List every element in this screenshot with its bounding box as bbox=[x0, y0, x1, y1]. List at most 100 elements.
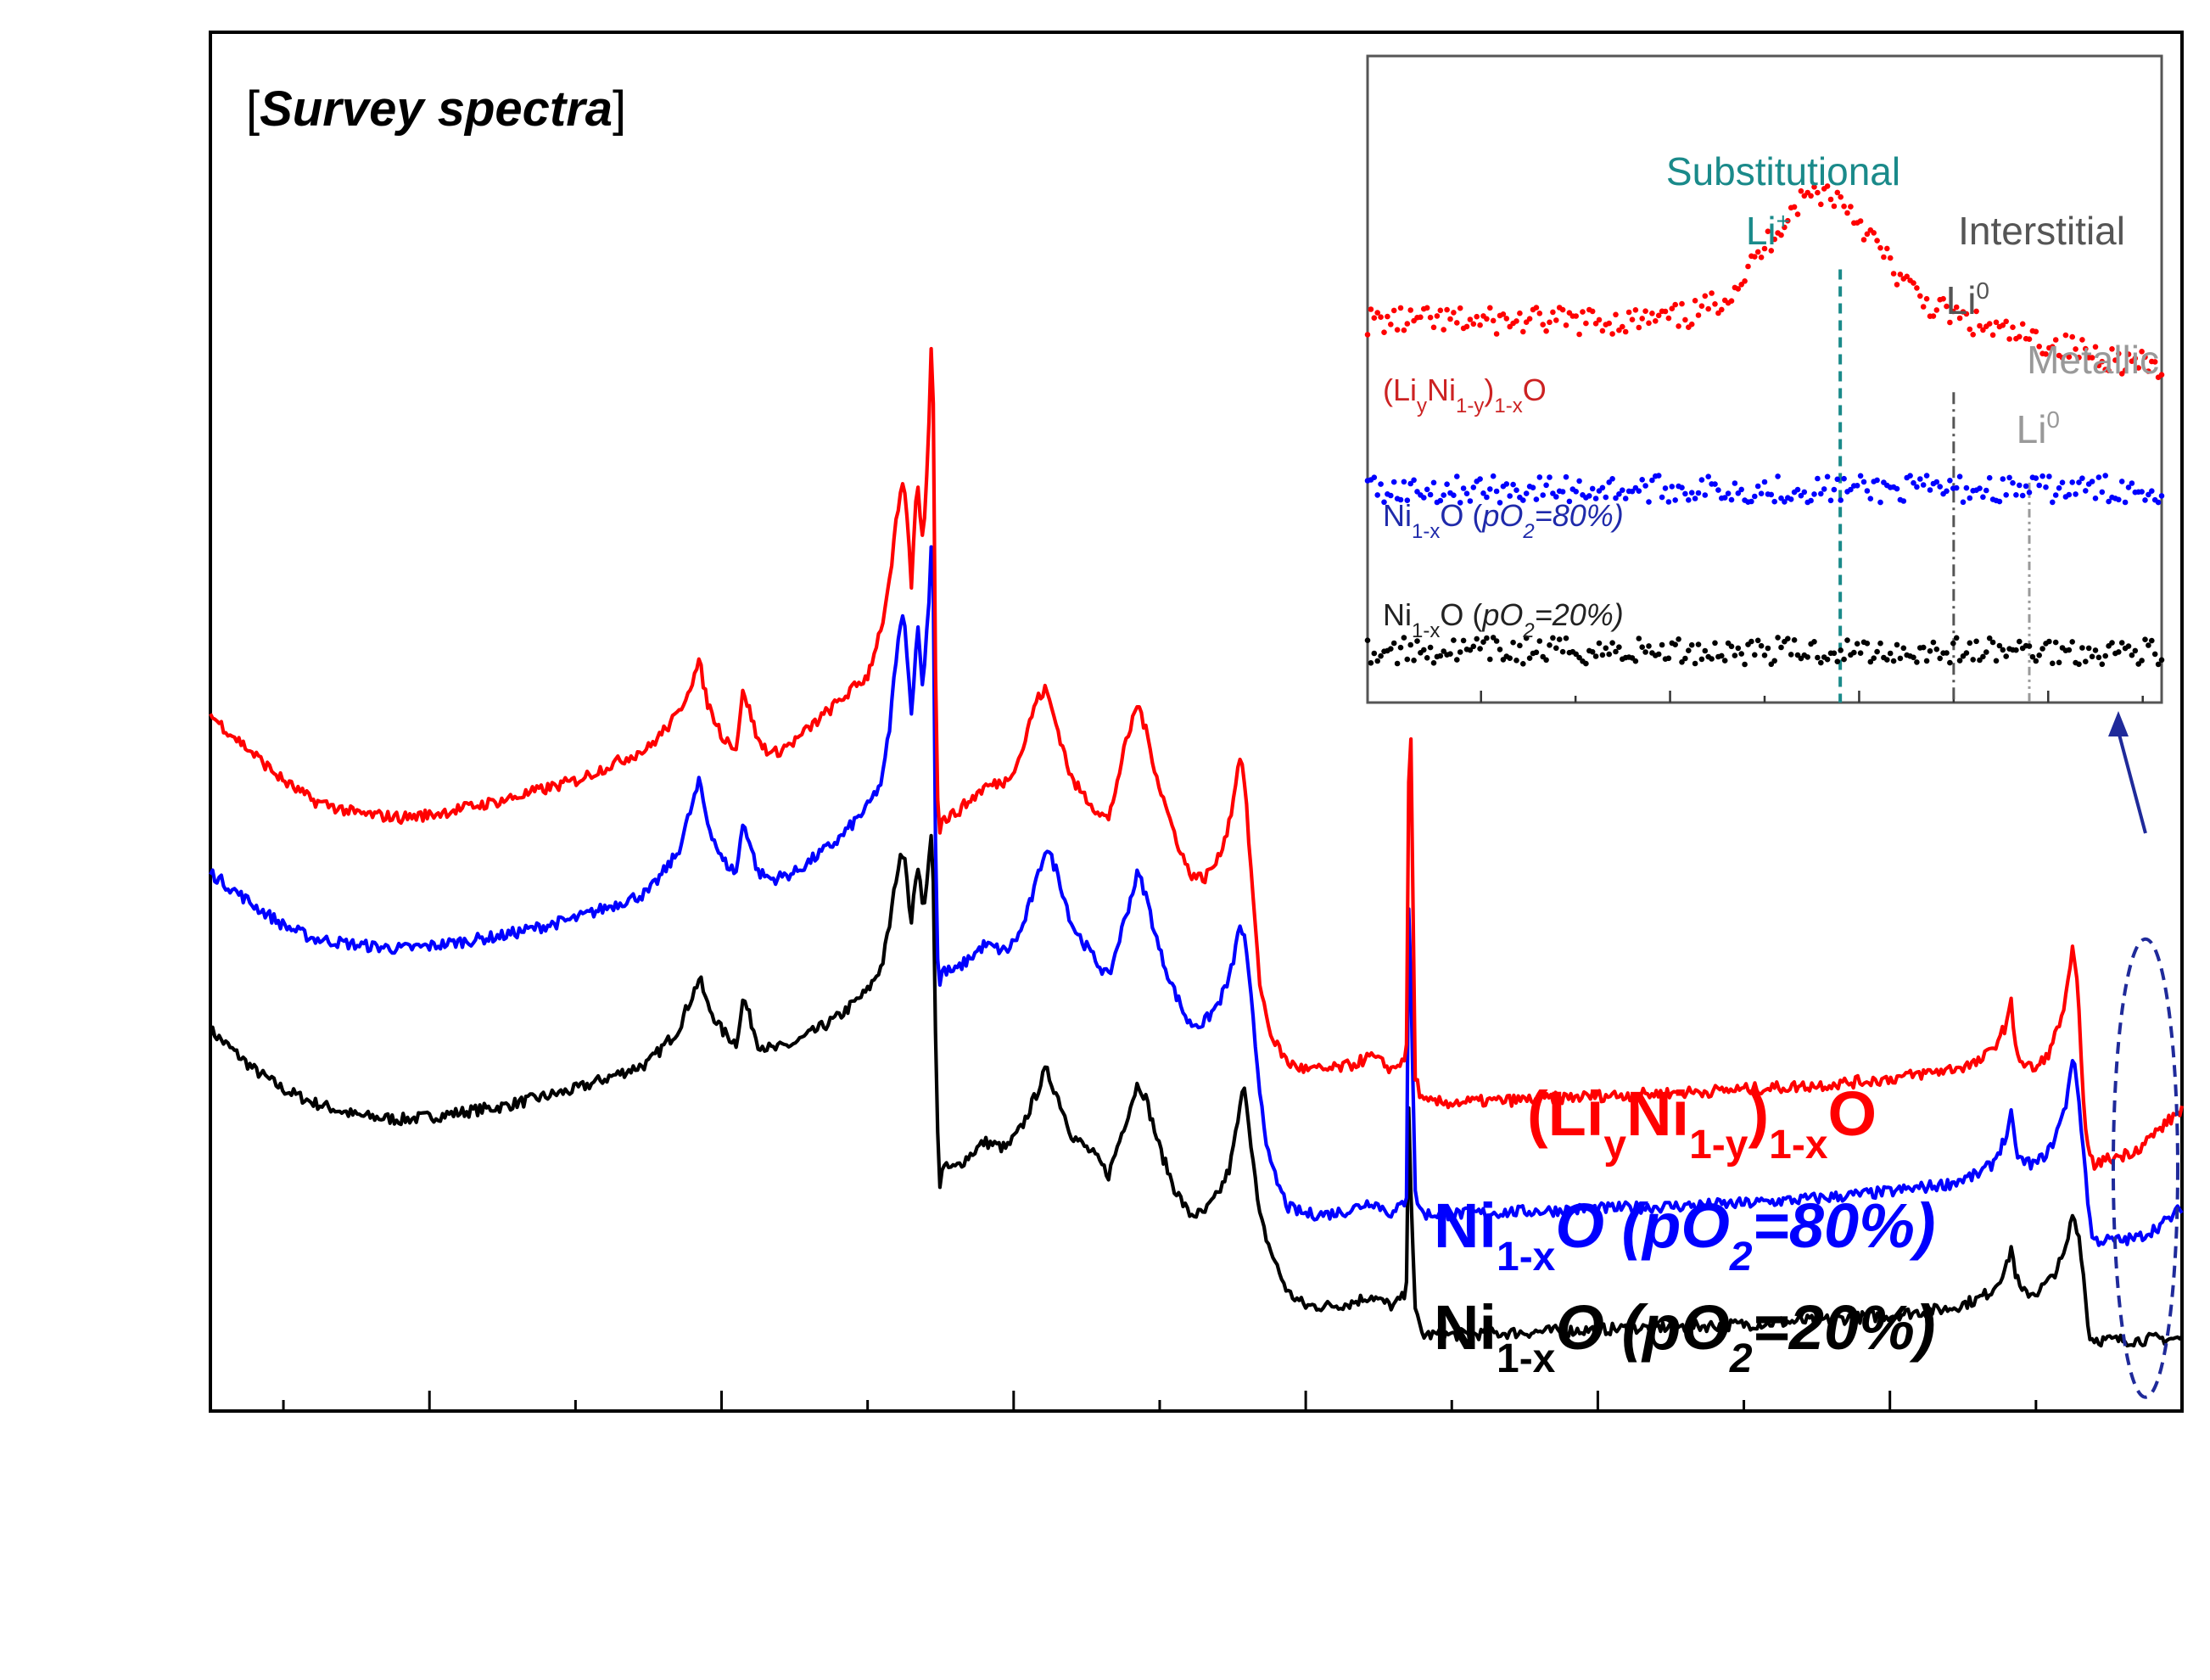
text-part: 1-x bbox=[1412, 619, 1440, 642]
inset-data-point bbox=[2033, 328, 2039, 335]
text-part: y bbox=[1417, 395, 1427, 417]
inset-data-point bbox=[2036, 344, 2042, 350]
text-part: 1-x bbox=[1769, 1123, 1828, 1168]
inset-data-point bbox=[1510, 481, 1516, 488]
inset-data-point bbox=[1437, 652, 1444, 659]
inset-data-point bbox=[1815, 189, 1821, 196]
inset-data-point bbox=[1513, 318, 1519, 324]
inset-data-point bbox=[1583, 320, 1589, 327]
inset-data-point bbox=[1967, 326, 1973, 333]
marker-label-superscript: 0 bbox=[1976, 277, 1989, 304]
inset-data-point bbox=[1368, 306, 1374, 312]
inset-data-point bbox=[1930, 313, 1937, 319]
inset-data-point bbox=[1563, 322, 1569, 328]
inset-data-point bbox=[2139, 489, 2145, 495]
inset-data-point bbox=[1956, 658, 1963, 664]
inset-data-point bbox=[2036, 652, 2042, 658]
inset-data-point bbox=[1881, 254, 1887, 260]
inset-data-point bbox=[1721, 495, 1728, 501]
inset-data-point bbox=[2099, 661, 2106, 668]
inset-data-point bbox=[1599, 484, 1606, 491]
inset-data-point bbox=[1580, 309, 1586, 315]
inset-data-point bbox=[1738, 651, 1744, 657]
inset-data-point bbox=[1364, 637, 1371, 643]
inset-data-point bbox=[1758, 255, 1765, 260]
inset-data-point bbox=[1401, 327, 1407, 333]
inset-data-point bbox=[1768, 491, 1775, 498]
inset-data-point bbox=[1897, 655, 1904, 662]
inset-data-point bbox=[1904, 273, 1910, 280]
inset-data-point bbox=[1457, 305, 1463, 311]
inset-data-point bbox=[1864, 641, 1871, 647]
inset-marker-label: Li0 bbox=[2017, 406, 2060, 451]
inset-data-point bbox=[1424, 305, 1430, 311]
inset-data-point bbox=[1547, 642, 1553, 648]
inset-data-point bbox=[2076, 661, 2082, 668]
inset-data-point bbox=[1944, 650, 1950, 656]
inset-data-point bbox=[1771, 236, 1777, 243]
inset-data-point bbox=[2066, 647, 2073, 653]
inset-data-point bbox=[1378, 314, 1384, 321]
inset-data-point bbox=[2006, 336, 2012, 342]
inset-data-point bbox=[1721, 658, 1728, 664]
inset-marker-label: Substitutional bbox=[1666, 149, 1900, 193]
inset-data-point bbox=[1824, 183, 1831, 189]
inset-data-point bbox=[1923, 473, 1930, 479]
inset-data-point bbox=[1688, 641, 1695, 648]
inset-data-point bbox=[1838, 497, 1844, 503]
inset-data-point bbox=[2079, 475, 2085, 481]
inset-data-point bbox=[1556, 636, 1563, 642]
inset-data-point bbox=[1463, 490, 1470, 496]
inset-data-point bbox=[1603, 494, 1609, 501]
inset-data-point bbox=[1427, 491, 1434, 498]
inset-data-point bbox=[1533, 496, 1540, 502]
panel-label-part: [ bbox=[246, 81, 260, 137]
inset-data-point bbox=[1613, 311, 1619, 318]
inset-data-point bbox=[1996, 642, 2003, 649]
inset-data-point bbox=[2125, 484, 2132, 490]
inset-data-point bbox=[1547, 319, 1553, 326]
inset-data-point bbox=[2083, 488, 2089, 494]
inset-data-point bbox=[1953, 484, 1960, 491]
inset-marker-label: Li+ bbox=[1746, 208, 1790, 253]
inset-data-point bbox=[2102, 473, 2108, 479]
legend-entry: Ni1-xO (pO2=20%) bbox=[1434, 1292, 1936, 1381]
inset-data-point bbox=[2069, 479, 2075, 485]
inset-data-point bbox=[2139, 658, 2145, 664]
inset-data-point bbox=[2003, 318, 2009, 325]
inset-data-point bbox=[1914, 659, 1920, 665]
inset-data-point bbox=[1659, 641, 1665, 648]
inset-data-point bbox=[2155, 499, 2162, 506]
inset-data-point bbox=[2066, 354, 2073, 361]
text-part: (Li bbox=[1383, 372, 1417, 407]
inset-data-point bbox=[2052, 639, 2059, 646]
inset-data-point bbox=[1794, 211, 1801, 217]
inset-data-point bbox=[1655, 473, 1662, 479]
inset-data-point bbox=[1613, 648, 1619, 655]
inset-data-point bbox=[1977, 657, 1983, 664]
inset-data-point bbox=[1841, 203, 1847, 210]
inset-data-point bbox=[1463, 323, 1470, 330]
inset-data-point bbox=[1877, 640, 1883, 647]
inset-data-point bbox=[1490, 473, 1497, 479]
inset-data-point bbox=[1864, 231, 1871, 238]
inset-data-point bbox=[1897, 272, 1904, 277]
inset-data-point bbox=[1887, 650, 1894, 657]
inset-data-point bbox=[1378, 481, 1384, 487]
inset-data-point bbox=[1894, 282, 1900, 288]
inset-data-point bbox=[1606, 320, 1612, 327]
text-part: =80%) bbox=[1535, 498, 1624, 533]
inset-data-point bbox=[1874, 238, 1880, 244]
inset-data-point bbox=[2099, 358, 2106, 365]
inset-data-point bbox=[2013, 492, 2019, 498]
inset-data-point bbox=[1493, 331, 1500, 337]
li1s-highlight-ellipse bbox=[2111, 937, 2179, 1399]
inset-data-point bbox=[1911, 280, 1916, 286]
inset-data-point bbox=[1983, 649, 1989, 655]
inset-data-point bbox=[1576, 331, 1582, 338]
text-part: 2 bbox=[1522, 619, 1534, 642]
text-part: 2 bbox=[1729, 1336, 1753, 1381]
inset-data-point bbox=[1559, 306, 1566, 313]
inset-data-point bbox=[1688, 490, 1695, 496]
